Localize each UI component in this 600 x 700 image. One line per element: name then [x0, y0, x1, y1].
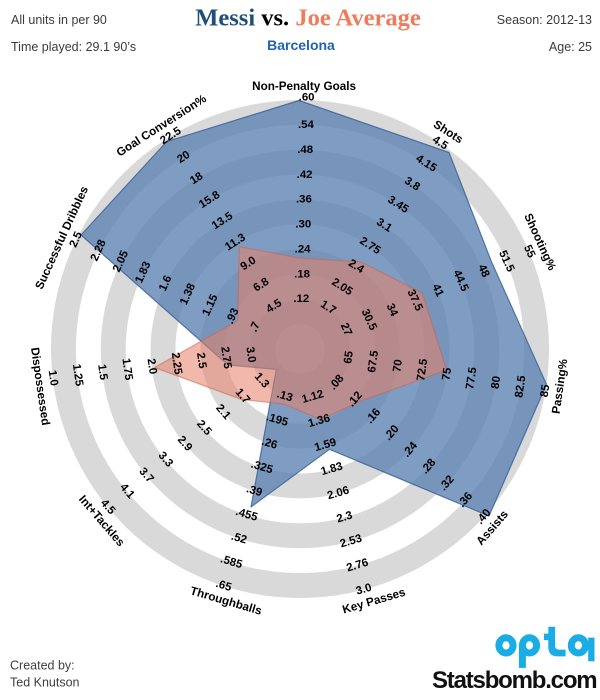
svg-text:Time played: 29.1 90’s: Time played: 29.1 90’s: [11, 40, 136, 54]
svg-text:.42: .42: [297, 169, 313, 181]
svg-text:65: 65: [342, 350, 356, 365]
svg-text:Age: 25: Age: 25: [549, 40, 592, 54]
svg-text:27: 27: [338, 321, 354, 338]
svg-text:48: 48: [475, 263, 491, 280]
svg-text:20: 20: [175, 149, 192, 166]
svg-text:1.12: 1.12: [300, 388, 325, 406]
svg-text:.26: .26: [260, 436, 279, 452]
svg-text:.36: .36: [296, 194, 312, 206]
svg-text:75: 75: [440, 366, 454, 381]
svg-text:.52: .52: [230, 531, 249, 547]
svg-text:2.75: 2.75: [218, 346, 233, 370]
svg-text:Created by:: Created by:: [10, 659, 75, 673]
svg-text:72.5: 72.5: [415, 357, 430, 381]
svg-text:Season: 2012-13: Season: 2012-13: [497, 13, 592, 27]
svg-text:.24: .24: [295, 243, 311, 255]
svg-text:1.83: 1.83: [320, 460, 345, 478]
svg-text:1.6: 1.6: [157, 274, 174, 293]
svg-text:2.0: 2.0: [145, 358, 159, 375]
svg-text:1.0: 1.0: [46, 369, 60, 386]
svg-text:67.5: 67.5: [366, 349, 381, 373]
svg-text:.65: .65: [214, 578, 233, 594]
svg-text:18: 18: [188, 170, 205, 187]
svg-text:2.5: 2.5: [194, 352, 208, 370]
svg-text:Statsbomb.com: Statsbomb.com: [432, 667, 596, 694]
svg-text:.18: .18: [294, 268, 310, 280]
svg-text:.13: .13: [275, 388, 294, 404]
svg-text:.7: .7: [248, 320, 263, 334]
svg-text:2.06: 2.06: [326, 485, 351, 503]
svg-text:.39: .39: [245, 483, 264, 499]
svg-text:Messi vs. Joe Average: Messi vs. Joe Average: [195, 5, 421, 32]
svg-text:.12: .12: [293, 293, 309, 305]
svg-text:1.5: 1.5: [95, 364, 109, 382]
svg-text:77.5: 77.5: [464, 366, 479, 390]
svg-text:.30: .30: [295, 219, 311, 231]
svg-text:70: 70: [391, 359, 405, 373]
svg-text:.54: .54: [298, 119, 314, 131]
svg-text:82.5: 82.5: [513, 374, 528, 398]
svg-text:85: 85: [539, 383, 553, 398]
svg-text:1.75: 1.75: [119, 357, 134, 381]
svg-text:55: 55: [521, 243, 537, 260]
svg-text:Barcelona: Barcelona: [267, 37, 335, 53]
svg-text:2.3: 2.3: [335, 510, 354, 526]
svg-text:.60: .60: [299, 92, 315, 104]
svg-text:.48: .48: [297, 144, 313, 156]
svg-text:3.0: 3.0: [243, 346, 257, 363]
svg-text:.93: .93: [224, 307, 241, 326]
svg-text:All units in per 90: All units in per 90: [11, 13, 107, 27]
svg-text:80: 80: [490, 375, 504, 389]
svg-text:2.25: 2.25: [169, 352, 184, 376]
svg-text:Ted Knutson: Ted Knutson: [10, 676, 80, 690]
svg-text:41: 41: [429, 282, 445, 299]
svg-text:1.25: 1.25: [70, 363, 85, 387]
svg-text:2.76: 2.76: [345, 557, 370, 575]
svg-text:3.0: 3.0: [355, 582, 374, 598]
svg-text:1.59: 1.59: [313, 436, 338, 454]
svg-text:34: 34: [384, 302, 400, 319]
svg-text:Non-Penalty Goals: Non-Penalty Goals: [252, 80, 356, 93]
svg-text:1.36: 1.36: [307, 412, 332, 430]
